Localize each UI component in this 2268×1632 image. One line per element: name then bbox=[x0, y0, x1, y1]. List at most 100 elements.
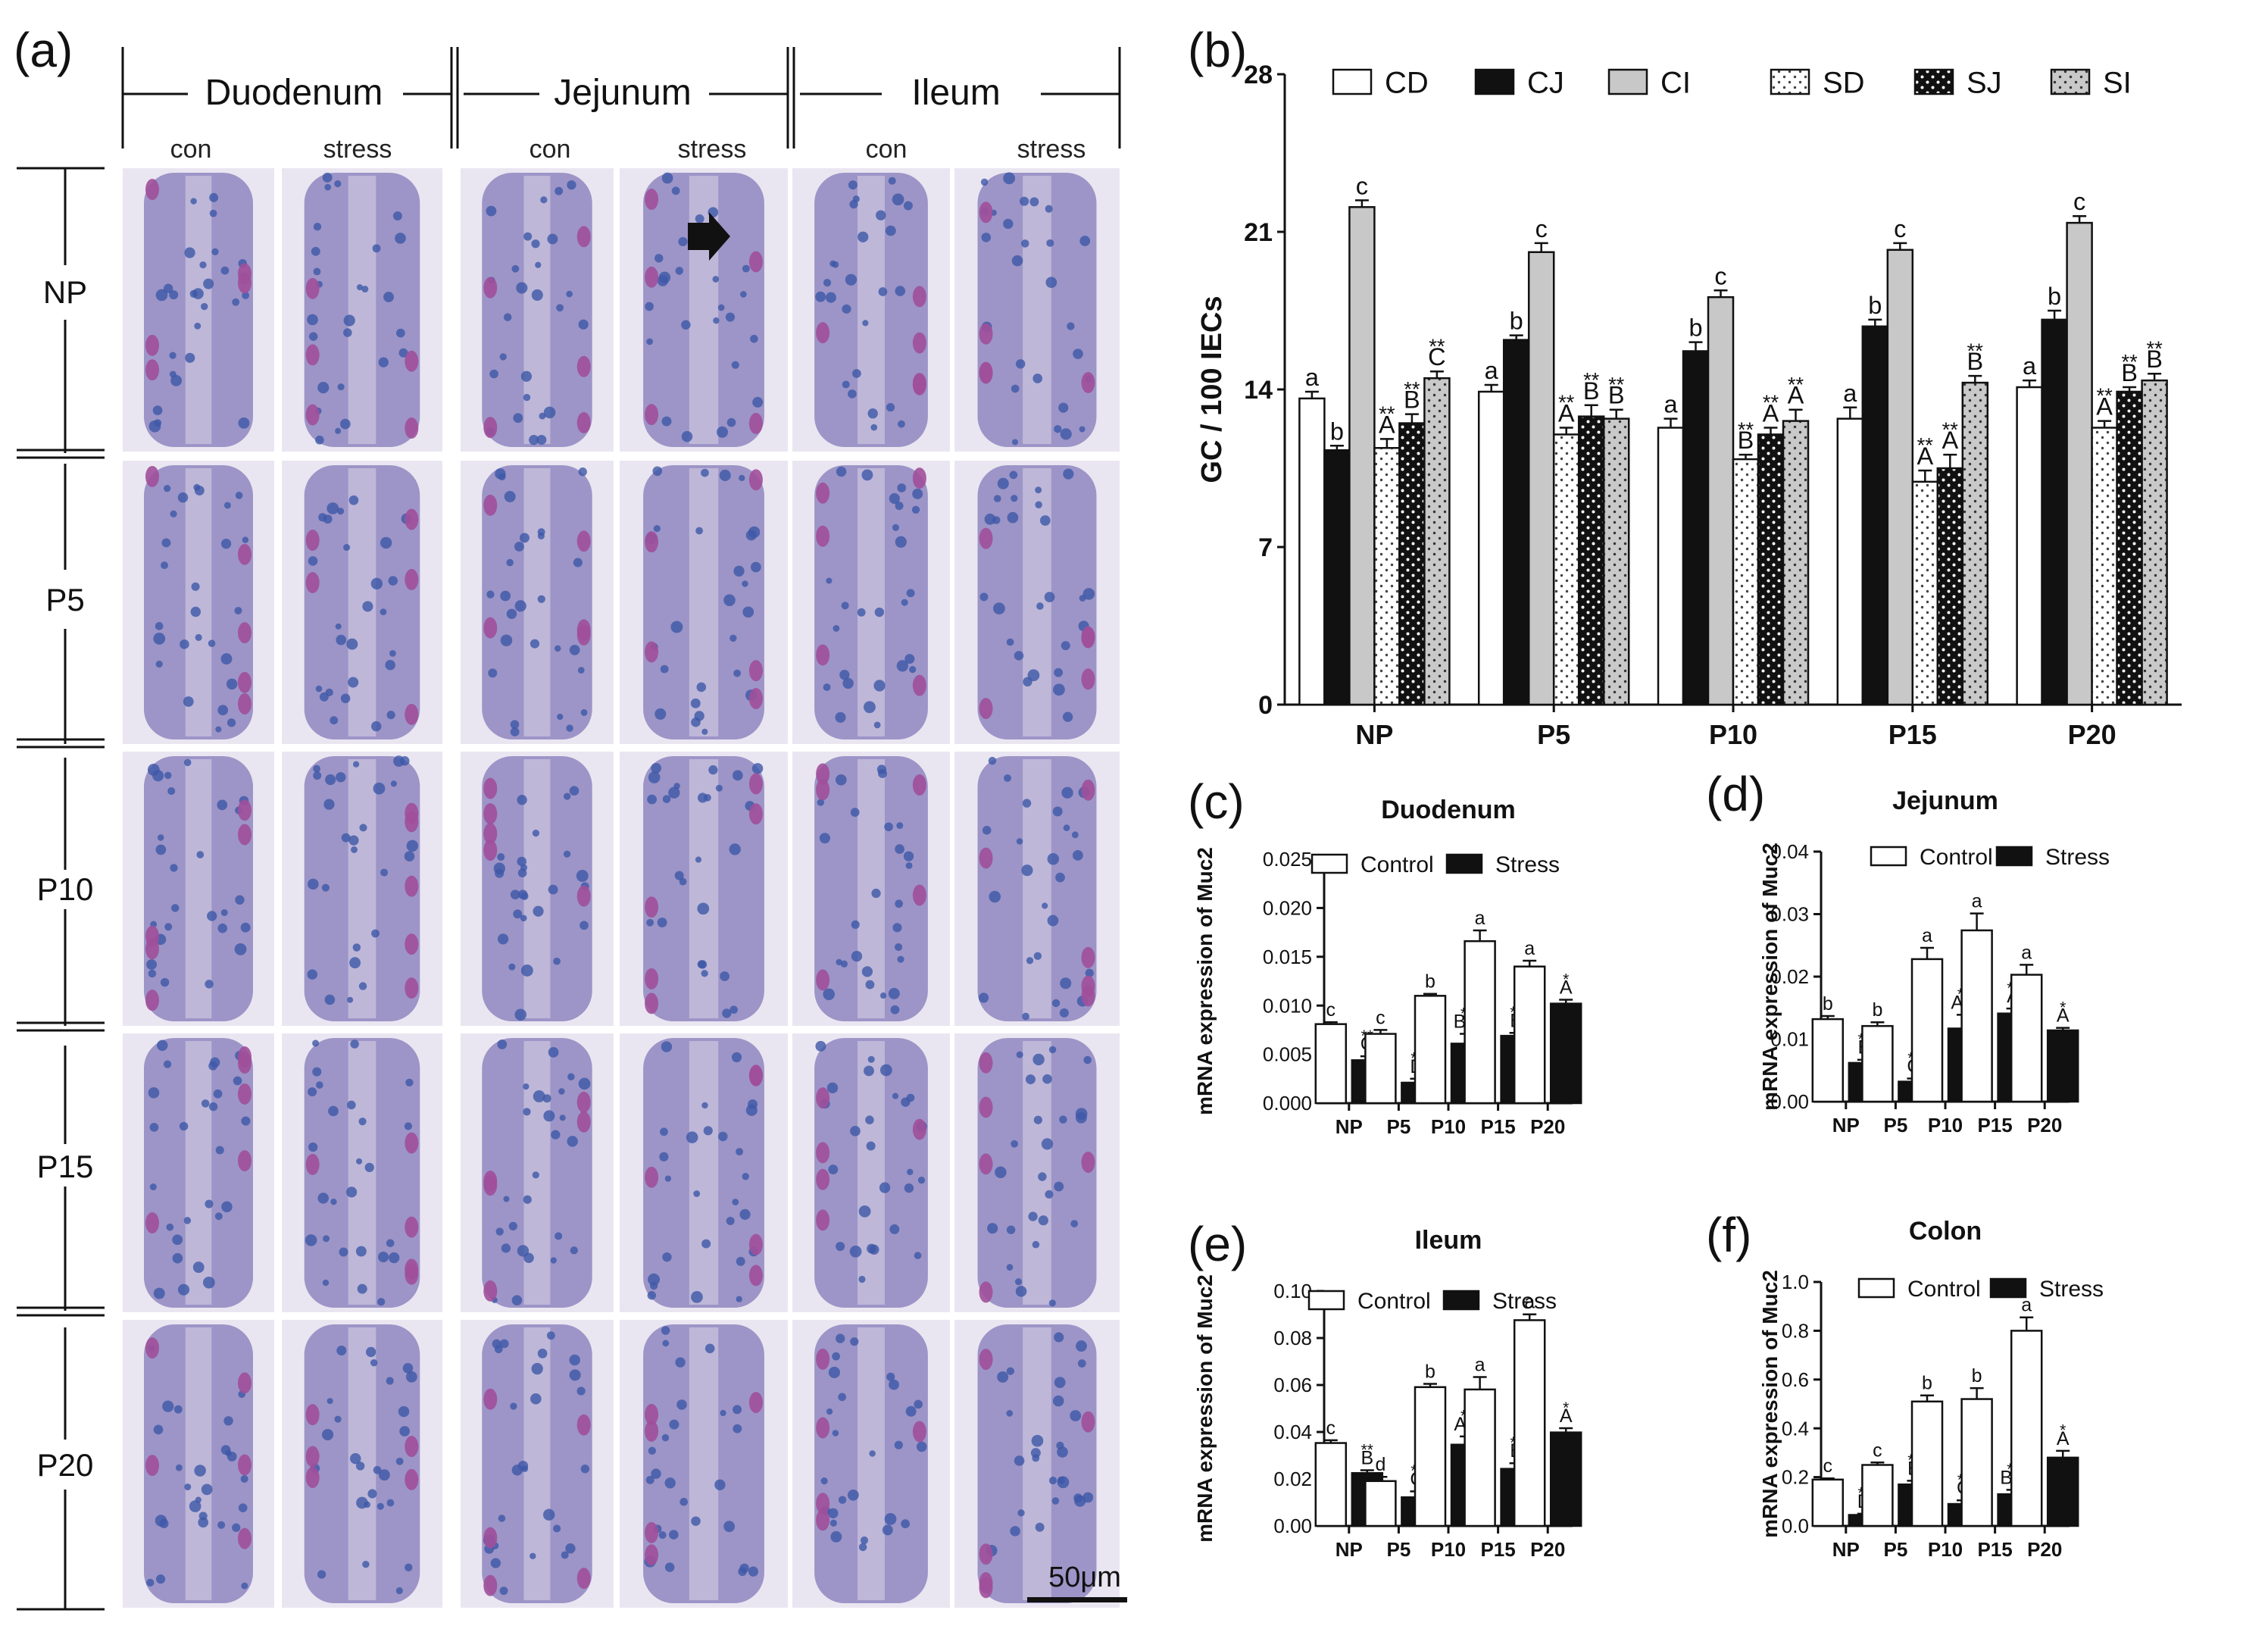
nucleus-mark bbox=[373, 1465, 382, 1474]
nucleus-mark bbox=[1025, 1074, 1036, 1085]
histology-tile bbox=[461, 1320, 614, 1608]
nucleus-mark bbox=[815, 1040, 826, 1052]
nucleus-mark bbox=[336, 634, 347, 646]
group-letter: c bbox=[1376, 1007, 1385, 1028]
nucleus-mark bbox=[511, 1295, 523, 1306]
goblet-cell-mark bbox=[816, 969, 830, 991]
nucleus-mark bbox=[912, 488, 923, 499]
nucleus-mark bbox=[867, 408, 878, 419]
nucleus-mark bbox=[1014, 1455, 1025, 1466]
goblet-cell-mark bbox=[483, 803, 498, 825]
nucleus-mark bbox=[404, 851, 415, 861]
nucleus-mark bbox=[359, 824, 367, 832]
bar bbox=[1757, 433, 1785, 706]
nucleus-mark bbox=[317, 1193, 330, 1204]
legend-swatch bbox=[1607, 68, 1648, 95]
nucleus-mark bbox=[914, 1252, 922, 1259]
nucleus-mark bbox=[712, 276, 720, 283]
nucleus-mark bbox=[842, 380, 850, 389]
nucleus-mark bbox=[717, 426, 729, 438]
nucleus-mark bbox=[674, 871, 684, 880]
nucleus-mark bbox=[1073, 349, 1083, 359]
row-label-p10: P10 bbox=[37, 871, 94, 907]
nucleus-mark bbox=[1054, 1377, 1066, 1389]
y-tick-label: 0.2 bbox=[1782, 1466, 1809, 1489]
goblet-cell-mark bbox=[483, 617, 498, 639]
goblet-cell-mark bbox=[645, 1166, 659, 1188]
nucleus-mark bbox=[823, 683, 831, 692]
nucleus-mark bbox=[750, 334, 758, 343]
nucleus-mark bbox=[313, 764, 320, 773]
bar bbox=[2066, 221, 2093, 706]
nucleus-mark bbox=[189, 1500, 201, 1512]
nucleus-mark bbox=[1011, 495, 1018, 502]
goblet-cell-mark bbox=[238, 693, 251, 715]
nucleus-mark bbox=[858, 1275, 866, 1283]
nucleus-mark bbox=[578, 1077, 591, 1090]
nucleus-mark bbox=[847, 1489, 859, 1501]
group-letter: b bbox=[1425, 971, 1435, 993]
nucleus-mark bbox=[323, 1235, 330, 1243]
nucleus-mark bbox=[531, 289, 543, 301]
panel-label-a: (a) bbox=[14, 23, 73, 77]
nucleus-mark bbox=[869, 1244, 879, 1255]
group-letter: c bbox=[2073, 188, 2085, 215]
nucleus-mark bbox=[395, 328, 405, 338]
nucleus-mark bbox=[661, 1326, 670, 1335]
nucleus-mark bbox=[378, 1469, 390, 1481]
nucleus-mark bbox=[514, 541, 524, 552]
legend: Control Stress bbox=[1857, 1277, 2104, 1302]
legend-swatch bbox=[1445, 853, 1483, 874]
villus-core bbox=[858, 468, 885, 736]
nucleus-mark bbox=[726, 417, 736, 427]
nucleus-mark bbox=[513, 909, 523, 919]
nucleus-mark bbox=[325, 688, 333, 697]
nucleus-mark bbox=[146, 959, 158, 970]
nucleus-mark bbox=[386, 1239, 395, 1248]
nucleus-mark bbox=[323, 799, 335, 810]
significance-mark: ** bbox=[1583, 368, 1600, 392]
nucleus-mark bbox=[647, 1291, 657, 1300]
nucleus-mark bbox=[364, 1162, 374, 1173]
group-letter: A bbox=[1788, 382, 1804, 409]
villus-core bbox=[185, 1041, 212, 1305]
nucleus-mark bbox=[686, 1131, 698, 1143]
nucleus-mark bbox=[914, 1399, 923, 1409]
nucleus-mark bbox=[648, 1446, 657, 1455]
nucleus-mark bbox=[348, 835, 359, 846]
nucleus-mark bbox=[879, 992, 887, 999]
group-letter: A bbox=[2057, 1005, 2070, 1027]
nucleus-mark bbox=[1026, 957, 1034, 965]
group-letter: c bbox=[1823, 1455, 1833, 1477]
y-tick-label: 0.01 bbox=[1770, 1028, 1809, 1051]
goblet-cell-mark bbox=[645, 993, 659, 1015]
bar bbox=[1398, 422, 1426, 706]
nucleus-mark bbox=[993, 602, 1005, 614]
nucleus-mark bbox=[195, 633, 202, 642]
goblet-cell-mark bbox=[576, 619, 591, 641]
nucleus-mark bbox=[731, 361, 739, 369]
nucleus-mark bbox=[567, 1136, 578, 1147]
nucleus-mark bbox=[488, 668, 498, 678]
nucleus-mark bbox=[1011, 439, 1019, 446]
group-letter: c bbox=[1356, 172, 1368, 199]
nucleus-mark bbox=[201, 1483, 213, 1496]
nucleus-mark bbox=[339, 418, 351, 430]
nucleus-mark bbox=[376, 1502, 384, 1510]
nucleus-mark bbox=[858, 231, 869, 242]
nucleus-mark bbox=[563, 850, 571, 858]
nucleus-mark bbox=[892, 193, 904, 206]
nucleus-mark bbox=[223, 502, 231, 509]
group-letter: a bbox=[1524, 938, 1535, 959]
nucleus-mark bbox=[911, 505, 920, 514]
nucleus-mark bbox=[1029, 197, 1039, 207]
nucleus-mark bbox=[361, 286, 369, 293]
nucleus-mark bbox=[164, 923, 173, 931]
nucleus-mark bbox=[497, 1040, 508, 1049]
nucleus-mark bbox=[820, 1477, 828, 1485]
group-letter: B bbox=[1583, 377, 1600, 405]
nucleus-mark bbox=[857, 608, 866, 617]
legend-label: Control bbox=[1360, 852, 1434, 877]
nucleus-mark bbox=[654, 254, 664, 263]
nucleus-mark bbox=[878, 287, 888, 296]
